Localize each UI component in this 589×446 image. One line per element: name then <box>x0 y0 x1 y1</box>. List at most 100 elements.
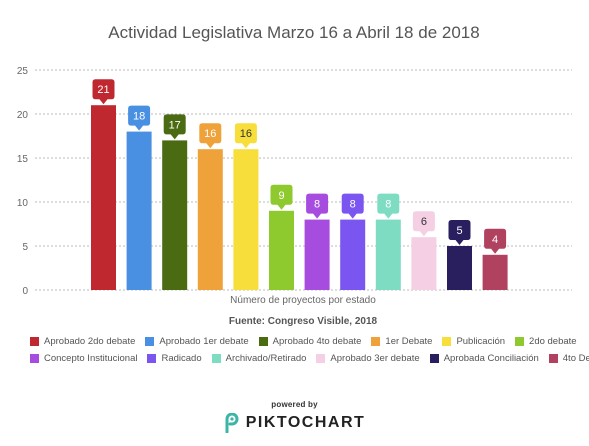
legend-item: 1er Debate <box>371 336 432 347</box>
bar <box>375 219 401 290</box>
legend-label: Aprobado 1er debate <box>159 336 249 347</box>
y-axis-ticks: 0 5 10 15 20 25 <box>17 66 29 297</box>
value-label-text: 8 <box>314 199 320 211</box>
legend-swatch <box>442 337 452 346</box>
legend-label: Concepto Institucional <box>44 353 138 364</box>
legend-item: Aprobado 1er debate <box>145 336 249 347</box>
legend-row: Aprobado 2do debate Aprobado 1er debate Ap… <box>30 336 577 347</box>
legend-item: Aprobado 2do debate <box>30 336 135 347</box>
value-label-text: 16 <box>240 128 252 140</box>
value-label-bubble <box>484 228 507 254</box>
value-label-bubble <box>270 184 293 210</box>
brand: PIKTOCHART <box>224 413 366 433</box>
legend-item: Aprobado 3er debate <box>316 353 420 364</box>
piktochart-logo-icon <box>225 413 239 433</box>
legend-label: Aprobada Conciliación <box>443 353 539 364</box>
legend-item: Aprobada Conciliación <box>429 353 539 364</box>
value-label: 4 <box>484 228 507 254</box>
value-label-bubble <box>377 193 400 219</box>
value-label-text: 21 <box>97 84 109 96</box>
value-label-bubble <box>234 123 257 149</box>
value-label-bubble <box>412 211 435 237</box>
value-label-text: 4 <box>492 234 498 246</box>
legend-item: 2do debate <box>515 336 577 347</box>
value-label: 9 <box>270 184 293 210</box>
value-label-text: 9 <box>278 190 284 202</box>
value-label: 17 <box>163 114 186 140</box>
legend-swatch <box>548 354 558 363</box>
value-label: 16 <box>199 123 222 149</box>
value-label: 5 <box>448 220 471 245</box>
bar <box>340 219 366 290</box>
value-label: 6 <box>412 211 435 237</box>
legend-label: Publicación <box>456 336 506 347</box>
legend-item: Aprobado 4to debate <box>258 336 361 347</box>
legend-item: Archivado/Retirado <box>211 353 307 364</box>
y-tick-label: 5 <box>22 242 28 253</box>
value-label: 8 <box>306 193 329 219</box>
legend-item: 4to Debate <box>548 353 589 364</box>
value-label-bubble <box>163 114 186 140</box>
value-label-text: 8 <box>350 199 356 211</box>
bar <box>162 140 188 290</box>
legend-item: Publicación <box>442 336 505 347</box>
y-tick-label: 25 <box>17 66 29 77</box>
legend-swatch <box>258 337 268 346</box>
legend-swatch <box>515 337 525 346</box>
source-note: Fuente: Congreso Visible, 2018 <box>229 316 378 327</box>
legend-swatch <box>429 354 439 363</box>
bar <box>197 149 223 290</box>
value-label-text: 8 <box>385 199 391 211</box>
bar <box>91 105 116 290</box>
chart-title: Actividad Legislativa Marzo 16 a Abril 1… <box>108 23 479 42</box>
bar-chart: Actividad Legislativa Marzo 16 a Abril 1… <box>17 23 572 327</box>
chart-legend: Aprobado 2do debate Aprobado 1er debate Ap… <box>30 336 589 370</box>
value-label: 21 <box>92 79 115 105</box>
value-label: 16 <box>234 123 257 149</box>
legend-label: 1er Debate <box>385 336 433 347</box>
value-label-text: 5 <box>456 225 462 237</box>
legend-swatch <box>30 337 39 346</box>
legend-swatch <box>145 337 155 346</box>
value-label: 18 <box>128 105 151 131</box>
bar <box>304 219 330 290</box>
legend-label: 4to Debate <box>562 353 589 364</box>
legend-swatch <box>147 354 157 363</box>
legend-swatch <box>30 354 39 363</box>
legend-swatch <box>211 354 221 363</box>
y-tick-label: 20 <box>17 110 29 121</box>
legend-label: Aprobado 3er debate <box>330 353 420 364</box>
legend-row: Concepto Institucional Radicado Archivado/… <box>30 353 589 364</box>
value-label: 8 <box>377 193 400 219</box>
y-tick-label: 0 <box>22 286 28 297</box>
footer: powered by PIKTOCHART <box>0 400 589 438</box>
y-tick-label: 15 <box>17 154 29 165</box>
value-label-bubble <box>448 220 471 245</box>
value-label-bubble <box>128 105 151 131</box>
value-label: 8 <box>341 193 364 219</box>
x-axis-label: Número de proyectos por estado <box>230 295 376 306</box>
legend-label: Radicado <box>161 353 202 364</box>
legend-label: Aprobado 2do debate <box>44 336 136 347</box>
bars <box>91 105 508 290</box>
value-label-bubble <box>306 193 329 219</box>
value-label-bubble <box>199 123 222 149</box>
value-labels: 21 18 17 16 16 9 8 8 8 6 5 4 <box>92 79 507 254</box>
bar <box>233 149 259 290</box>
brand-name: PIKTOCHART <box>245 414 366 431</box>
y-tick-label: 10 <box>17 198 29 209</box>
legend-label: 2do debate <box>529 336 577 347</box>
bar <box>411 237 437 290</box>
legend-swatch <box>371 337 381 346</box>
value-label-bubble <box>341 193 364 219</box>
value-label-text: 18 <box>133 111 145 123</box>
legend-item: Radicado <box>147 353 202 364</box>
legend-label: Archivado/Retirado <box>225 353 307 364</box>
bar <box>269 210 294 290</box>
value-label-text: 6 <box>421 216 427 228</box>
value-label-text: 17 <box>169 119 181 131</box>
legend-item: Concepto Institucional <box>30 353 137 364</box>
bar <box>482 254 508 290</box>
value-label-bubble <box>92 79 115 105</box>
legend-swatch <box>316 354 326 363</box>
